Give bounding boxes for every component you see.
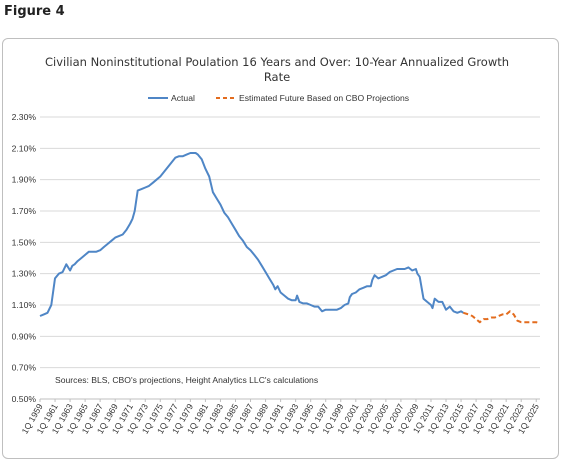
source-note: Sources: BLS, CBO's projections, Height … [55, 375, 318, 385]
y-tick-label: 1.90% [12, 175, 37, 185]
y-tick-label: 0.70% [12, 363, 37, 373]
chart-frame [2, 38, 559, 459]
y-tick-label: 1.50% [12, 237, 37, 247]
y-tick-label: 2.30% [12, 112, 37, 122]
figure-label: Figure 4 [4, 4, 65, 19]
y-tick-label: 0.50% [12, 394, 37, 404]
chart-title-line1: Civilian Noninstitutional Poulation 16 Y… [45, 55, 509, 69]
series-line-estimated [463, 310, 541, 325]
legend-estimated-label: Estimated Future Based on CBO Projection… [239, 93, 409, 103]
y-tick-label: 2.10% [12, 143, 37, 153]
series-group [39, 152, 541, 325]
series-line-actual [39, 152, 464, 317]
legend: Actual Estimated Future Based on CBO Pro… [148, 93, 409, 103]
gridlines [40, 116, 540, 400]
y-axis: 2.30% 2.10% 1.90% 1.70% 1.50% 1.30% 1.10% 0.90%… [12, 112, 37, 404]
y-tick-label: 1.10% [12, 300, 37, 310]
chart-title-line2: Rate [264, 70, 290, 84]
y-tick-label: 1.70% [12, 206, 37, 216]
y-tick-label: 0.90% [12, 331, 37, 341]
legend-actual-label: Actual [171, 93, 195, 103]
y-tick-label: 1.30% [12, 269, 37, 279]
